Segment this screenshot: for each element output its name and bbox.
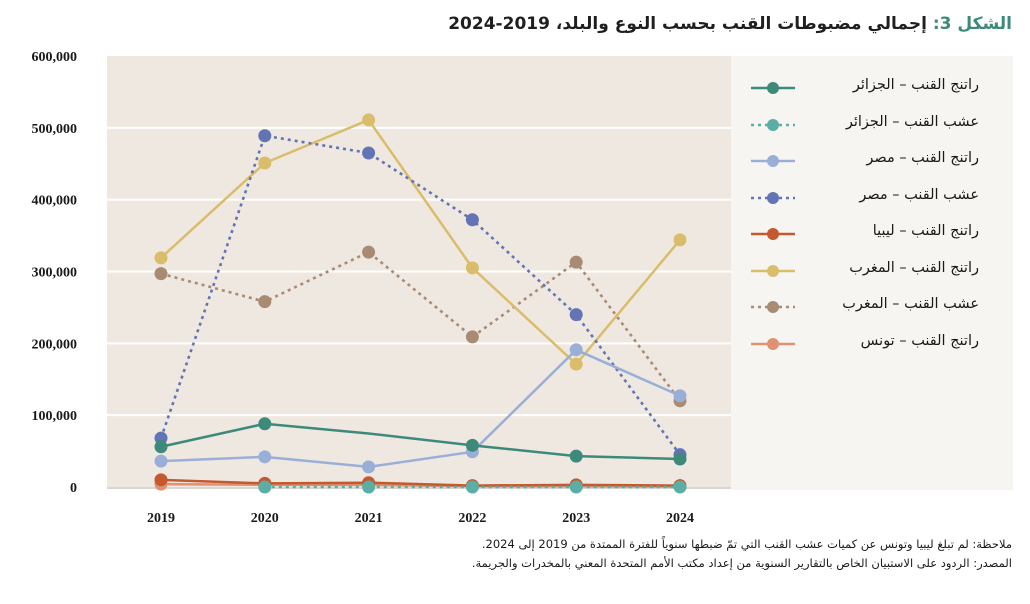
data-point (673, 389, 687, 403)
note-text: ملاحظة: لم تبلغ ليبيا وتونس عن كميات عشب… (481, 537, 1012, 551)
series-line (160, 250, 682, 402)
y-tick-label: 500,000 (32, 122, 78, 137)
chart-title: الشكل 3: إجمالي مضبوطات القنب بحسب النوع… (448, 14, 1012, 34)
data-point (673, 480, 687, 494)
data-point (154, 267, 168, 281)
data-point (362, 245, 376, 259)
data-point (362, 480, 376, 494)
legend-swatch (751, 337, 795, 350)
figure-title-text: إجمالي مضبوطات القنب بحسب النوع والبلد، … (448, 14, 927, 34)
data-point (465, 261, 479, 275)
y-tick-label: 300,000 (32, 266, 78, 281)
series-1 (154, 417, 687, 466)
legend-item: راتنج القنب – المغرب (731, 257, 1013, 287)
y-tick-label: 100,000 (32, 409, 78, 424)
x-tick-label: 2022 (458, 511, 486, 526)
legend-swatch (751, 155, 795, 167)
data-point (673, 233, 687, 247)
data-point (569, 255, 583, 269)
series-line (160, 478, 681, 487)
legend: راتنج القنب – الجزائر عشب القنب – الجزائر… (731, 56, 1013, 490)
legend-swatch (751, 301, 795, 313)
series-group (154, 113, 687, 494)
legend-swatch (751, 191, 795, 204)
data-point (673, 452, 687, 466)
y-tick-label: 400,000 (32, 194, 78, 209)
legend-swatch (751, 118, 795, 131)
legend-label: عشب القنب – مصر (859, 186, 979, 203)
data-point (569, 357, 583, 371)
series-6 (154, 113, 687, 371)
legend-swatch (751, 228, 795, 240)
legend-item: راتنج القنب – مصر (731, 147, 1013, 177)
x-tick-label: 2023 (562, 511, 590, 526)
data-point (569, 449, 583, 463)
legend-label: عشب القنب – المغرب (842, 296, 979, 312)
legend-label: عشب القنب – الجزائر (845, 113, 979, 130)
legend-item: عشب القنب – مصر (731, 184, 1013, 214)
data-point (465, 480, 479, 494)
legend-label: راتنج القنب – الجزائر (852, 77, 979, 93)
series-3 (154, 343, 687, 474)
x-tick-label: 2020 (251, 511, 279, 526)
series-2 (258, 480, 687, 494)
series-line (160, 118, 681, 366)
data-point (465, 213, 479, 227)
data-point (362, 460, 376, 474)
series-line (160, 482, 681, 488)
data-point (569, 480, 583, 494)
y-tick-label: 200,000 (32, 337, 78, 352)
data-point (569, 343, 583, 357)
grid-lines (107, 126, 731, 417)
x-tick-label: 2019 (147, 511, 175, 526)
legend-label: راتنج القنب – مصر (866, 150, 979, 166)
data-point (362, 146, 376, 160)
legend-item: عشب القنب – المغرب (731, 293, 1013, 323)
source-text: المصدر: الردود على الاستبيان الخاص بالتق… (471, 556, 1012, 570)
legend-item: راتنج القنب – الجزائر (731, 74, 1013, 104)
legend-label: راتنج القنب – المغرب (849, 259, 979, 276)
x-tick-label: 2024 (666, 511, 694, 526)
data-point (154, 454, 168, 468)
data-point (154, 473, 168, 487)
legend-swatch (751, 82, 795, 94)
data-point (258, 417, 272, 431)
data-point (154, 251, 168, 265)
data-point (258, 480, 272, 494)
footnotes: ملاحظة: لم تبلغ ليبيا وتونس عن كميات عشب… (472, 535, 1012, 573)
series-line (160, 422, 681, 461)
legend-item: راتنج القنب – ليبيا (731, 220, 1013, 250)
series-line (159, 134, 682, 456)
data-point (465, 330, 479, 344)
data-point (258, 295, 272, 309)
data-point (258, 129, 272, 143)
data-point (154, 440, 168, 454)
data-point (258, 156, 272, 170)
legend-item: عشب القنب – الجزائر (731, 111, 1013, 141)
series-line (160, 348, 681, 469)
x-tick-label: 2021 (355, 511, 383, 526)
data-point (465, 438, 479, 452)
figure-number: الشكل 3: (932, 14, 1012, 34)
data-point (362, 113, 376, 127)
y-tick-label: 600,000 (32, 50, 78, 65)
data-point (569, 308, 583, 322)
legend-swatch (751, 264, 795, 277)
x-axis-ticks: 2019 2020 2021 2022 2023 2024 (147, 511, 694, 526)
legend-label: راتنج القنب – تونس (860, 332, 979, 349)
y-tick-label: 0 (70, 481, 77, 496)
y-axis-ticks: 0 100,000 200,000 300,000 400,000 500,000 600,… (32, 50, 78, 496)
legend-item: راتنج القنب – تونس (731, 330, 1013, 360)
legend-label: راتنج القنب – ليبيا (872, 223, 979, 239)
data-point (258, 450, 272, 464)
